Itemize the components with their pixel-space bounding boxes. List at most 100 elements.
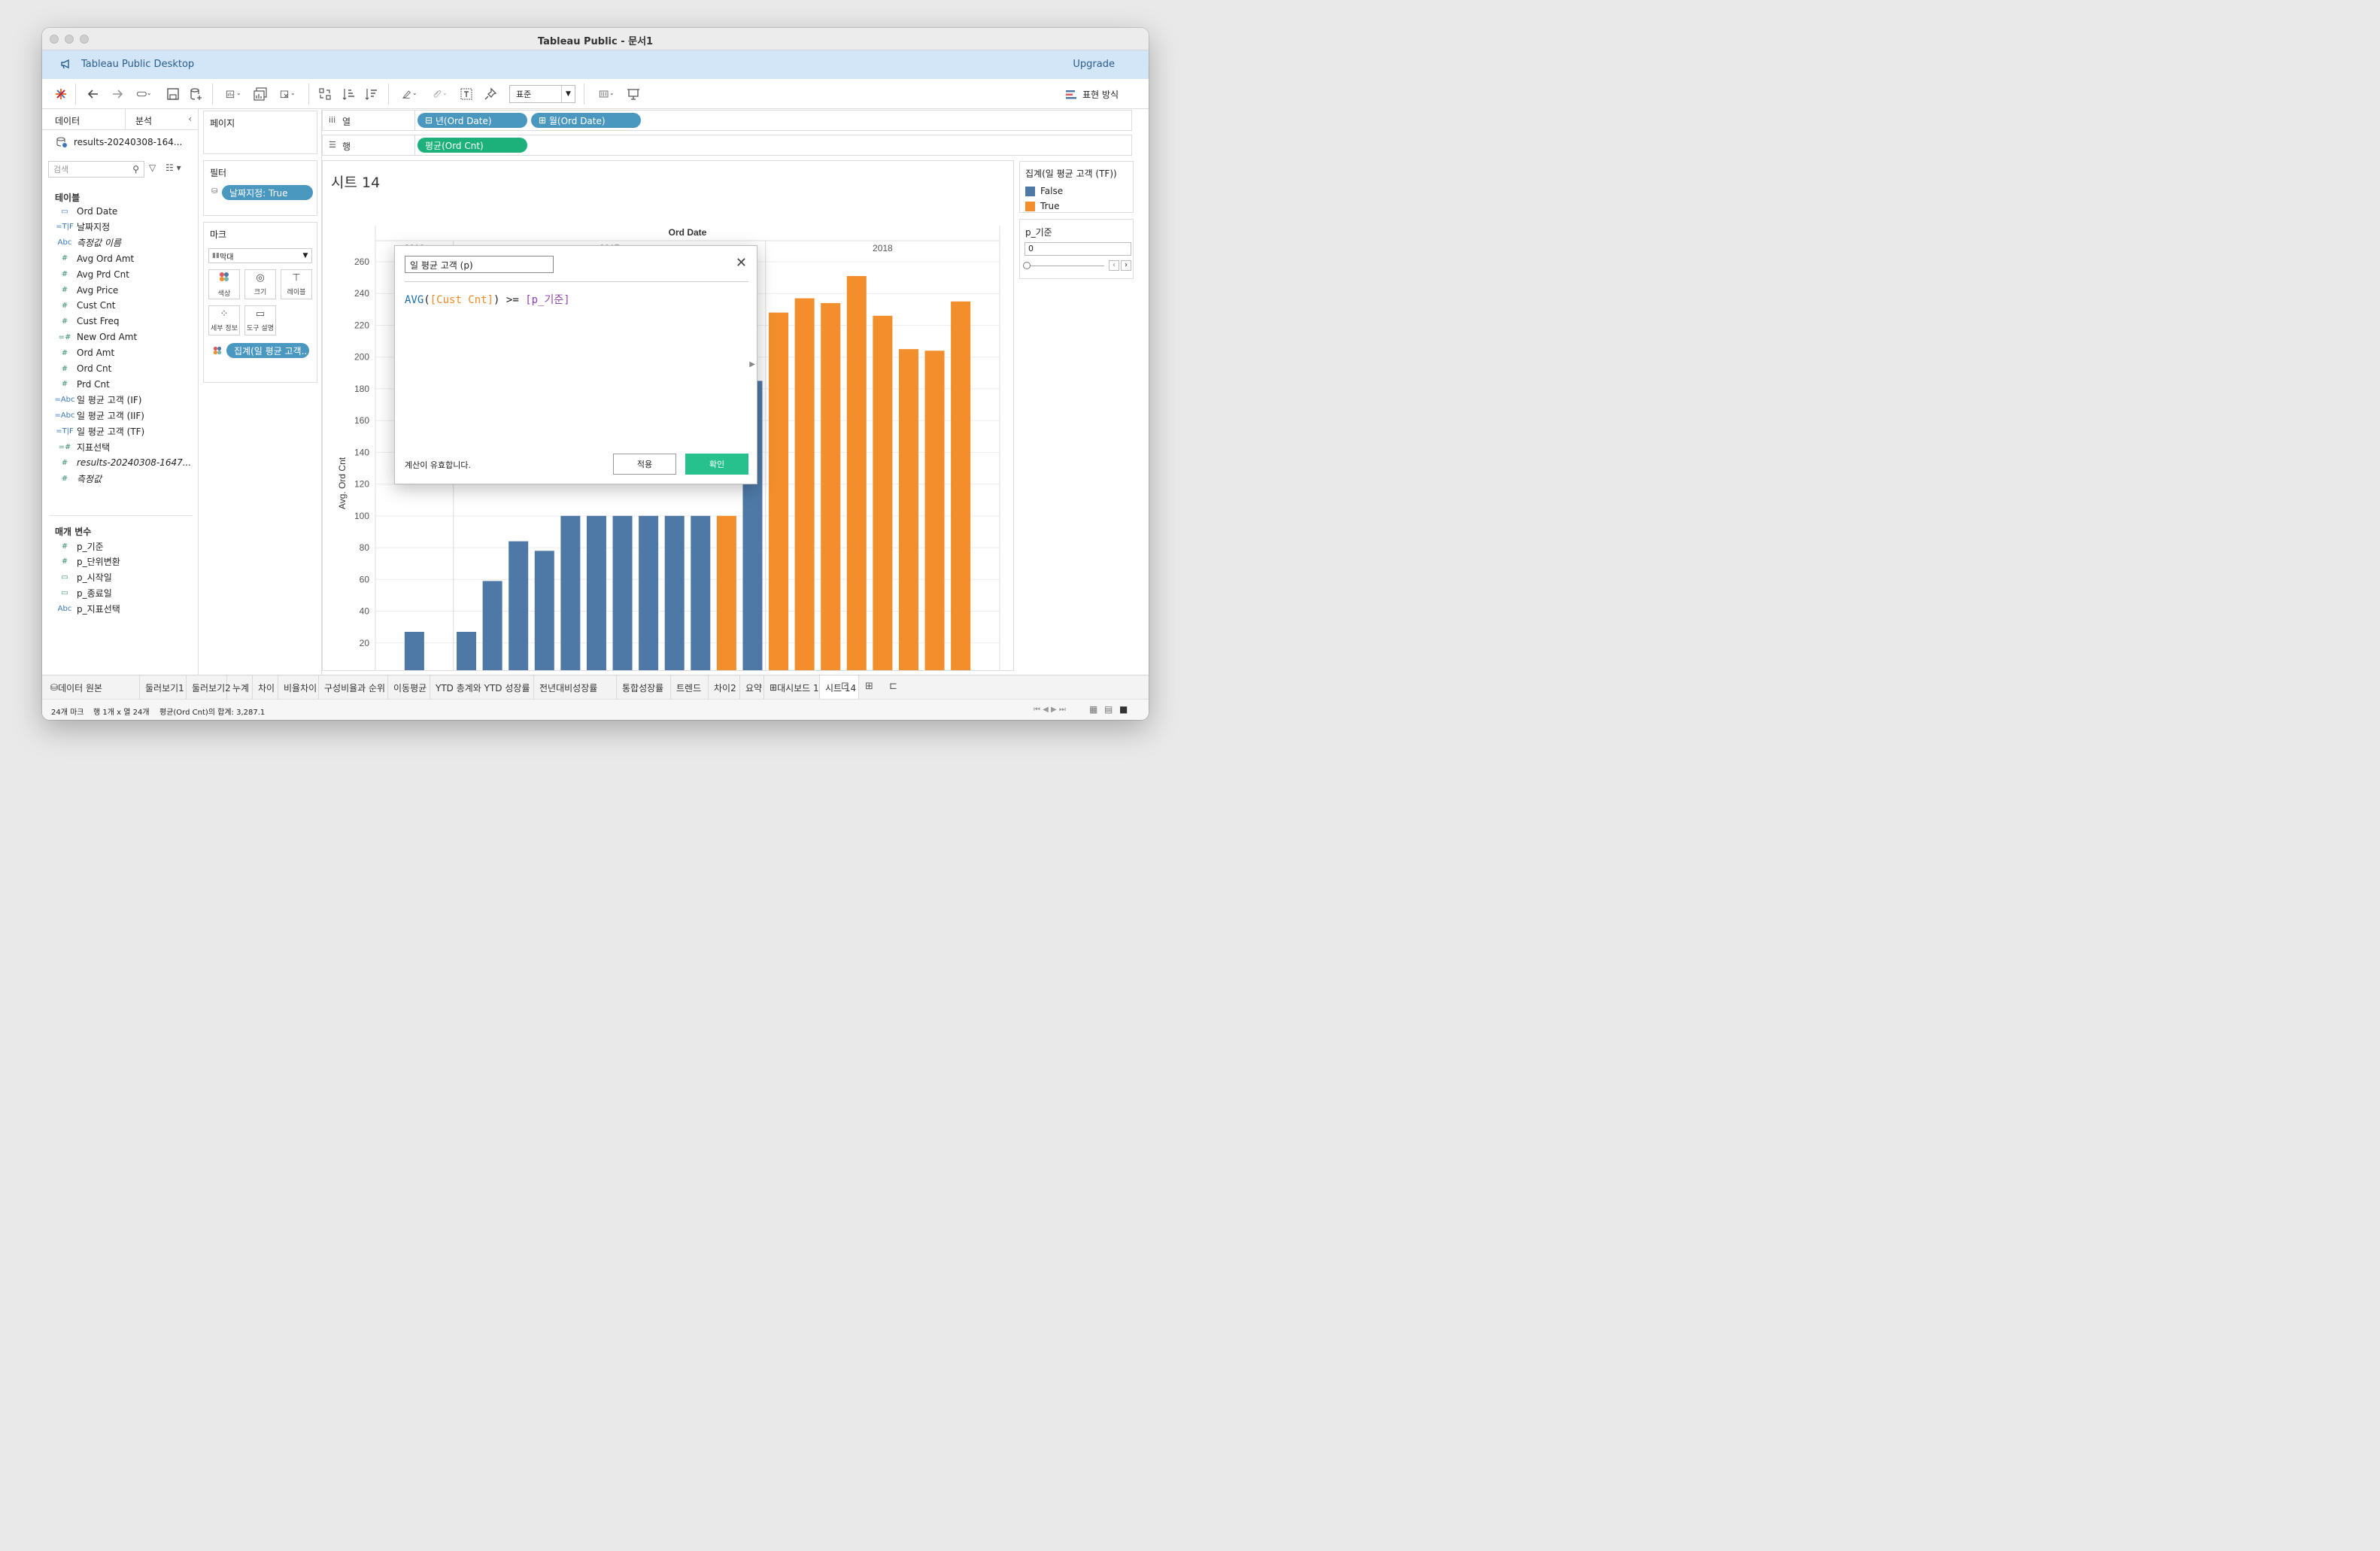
field-item[interactable]: Abc 측정값 이름 xyxy=(53,235,196,250)
show-mark-labels-icon[interactable] xyxy=(457,85,475,103)
color-pill[interactable]: 집계(일 평균 고객.. xyxy=(226,343,309,358)
redo-icon[interactable] xyxy=(108,85,126,103)
sheet-tab[interactable]: 구성비율과 순위 xyxy=(319,675,388,700)
field-item[interactable]: # Avg Price xyxy=(53,283,196,298)
field-item[interactable]: =# New Ord Amt xyxy=(53,329,196,344)
label-button[interactable]: ⊤ 레이블 xyxy=(281,269,312,299)
filmstrip-view-icon[interactable]: ■ xyxy=(1119,704,1128,715)
apply-button[interactable]: 적용 xyxy=(613,454,676,475)
sheet-tab[interactable]: ⛁ 데이터 원본 xyxy=(42,675,140,700)
sheet-tab[interactable]: 둘러보기2 xyxy=(187,675,231,700)
calc-name-input[interactable]: 일 평균 고객 (p) xyxy=(405,256,554,273)
minimize-window-button[interactable] xyxy=(65,35,74,44)
new-dashboard-icon[interactable]: ⊞ xyxy=(865,681,873,692)
duplicate-sheet-icon[interactable] xyxy=(251,85,269,103)
tooltip-button[interactable]: ▭ 도구 설명 xyxy=(244,305,276,335)
fit-select[interactable]: 표준 ▼ xyxy=(509,85,575,103)
bar[interactable] xyxy=(924,351,945,670)
sheet-tab[interactable]: ⊞ 대시보드 1 xyxy=(764,675,820,700)
bar[interactable] xyxy=(873,315,893,670)
expand-functions-icon[interactable]: ▶ xyxy=(749,360,755,369)
sheet-tab[interactable]: 시트 14 xyxy=(820,675,859,700)
column-pill-month[interactable]: ⊞ 월(Ord Date) xyxy=(531,113,641,128)
param-item[interactable]: ▭ p_시작일 xyxy=(53,570,196,585)
param-slider-thumb[interactable] xyxy=(1023,262,1031,269)
param-item[interactable]: ▭ p_종료일 xyxy=(53,586,196,601)
color-button[interactable]: 색상 xyxy=(208,269,240,299)
grid-view-icon[interactable]: ▦ xyxy=(1089,704,1098,715)
bar[interactable] xyxy=(794,298,815,670)
field-item[interactable]: # results-20240308-1647... xyxy=(53,455,196,470)
size-button[interactable]: ◎ 크기 xyxy=(244,269,276,299)
param-item[interactable]: # p_단위변환 xyxy=(53,554,196,569)
collapse-pane-icon[interactable]: ‹ xyxy=(188,114,192,124)
close-icon[interactable]: ✕ xyxy=(735,255,747,271)
field-item[interactable]: # Prd Cnt xyxy=(53,377,196,392)
tab-data[interactable]: 데이터 xyxy=(55,116,80,126)
sort-ascending-icon[interactable] xyxy=(340,85,358,103)
row-pill[interactable]: 평균(Ord Cnt) xyxy=(417,138,527,153)
upgrade-link[interactable]: Upgrade xyxy=(1073,59,1115,70)
list-view-icon[interactable]: ▤ xyxy=(1104,704,1113,715)
param-next-button[interactable]: › xyxy=(1121,260,1131,271)
field-item[interactable]: # Ord Amt xyxy=(53,345,196,360)
param-value-input[interactable]: 0 xyxy=(1025,242,1131,256)
ok-button[interactable]: 확인 xyxy=(685,454,748,475)
columns-shelf[interactable]: iii 열 ⊟ 년(Ord Date) ⊞ 월(Ord Date) xyxy=(322,110,1132,131)
field-item[interactable]: =T|F 일 평균 고객 (TF) xyxy=(53,424,196,439)
tab-analysis[interactable]: 분석 xyxy=(135,116,153,126)
field-item[interactable]: # Avg Prd Cnt xyxy=(53,267,196,282)
sheet-tab[interactable]: 차이 xyxy=(253,675,278,700)
bar[interactable] xyxy=(457,631,477,670)
field-item[interactable]: # Cust Cnt xyxy=(53,298,196,313)
sheet-tab[interactable]: 둘러보기1 xyxy=(140,675,187,700)
bar[interactable] xyxy=(664,515,685,670)
field-item[interactable]: # Avg Ord Amt xyxy=(53,251,196,266)
bar[interactable] xyxy=(482,581,502,670)
field-item[interactable]: ▭ Ord Date xyxy=(53,204,196,219)
view-list-icon[interactable]: ☷ ▾ xyxy=(165,162,181,173)
bar[interactable] xyxy=(769,312,789,670)
field-item[interactable]: =# 지표선택 xyxy=(53,440,196,455)
field-item[interactable]: # Cust Freq xyxy=(53,314,196,329)
sheet-tab[interactable]: 차이2 xyxy=(709,675,740,700)
legend-item-false[interactable]: False xyxy=(1040,186,1064,196)
datasource-item[interactable]: results-20240308-164... xyxy=(56,136,182,148)
bar[interactable] xyxy=(898,349,918,670)
field-item[interactable]: # Ord Cnt xyxy=(53,361,196,376)
swap-rows-columns-icon[interactable] xyxy=(316,85,334,103)
bar[interactable] xyxy=(586,515,606,670)
sheet-tab[interactable]: 이동평균 xyxy=(388,675,430,700)
field-item[interactable]: =Abc 일 평균 고객 (IF) xyxy=(53,393,196,408)
pages-card[interactable]: 페이지 xyxy=(203,111,317,154)
legend-item-true[interactable]: True xyxy=(1040,201,1060,211)
sheet-tab[interactable]: 통합성장률 xyxy=(617,675,671,700)
new-worksheet-icon[interactable]: ⊡ xyxy=(841,681,849,692)
sheet-tab[interactable]: 전년대비성장률 xyxy=(534,675,617,700)
sheet-tab[interactable]: 요약 xyxy=(740,675,764,700)
color-legend[interactable]: 집계(일 평균 고객 (TF)) False True xyxy=(1019,161,1134,213)
field-item[interactable]: =T|F 날짜지정 xyxy=(53,220,196,235)
highlight-icon[interactable] xyxy=(396,85,423,103)
new-datasource-icon[interactable] xyxy=(187,85,205,103)
sheet-tab[interactable]: YTD 총계와 YTD 성장률 xyxy=(430,675,534,700)
show-cards-icon[interactable] xyxy=(593,85,620,103)
new-story-icon[interactable]: ⊏ xyxy=(889,681,897,692)
bar[interactable] xyxy=(508,541,529,670)
presentation-mode-icon[interactable] xyxy=(624,85,642,103)
undo-icon[interactable] xyxy=(84,85,102,103)
sheet-tab[interactable]: 트렌드 xyxy=(671,675,709,700)
new-sheet-icon[interactable] xyxy=(220,85,247,103)
field-item[interactable]: =Abc 일 평균 고객 (IIF) xyxy=(53,408,196,423)
filter-icon[interactable]: ▽ xyxy=(149,162,156,173)
zoom-window-button[interactable] xyxy=(80,35,89,44)
bar[interactable] xyxy=(691,515,711,670)
show-me-button[interactable]: 표현 방식 xyxy=(1066,88,1119,101)
pin-icon[interactable] xyxy=(481,85,499,103)
bar[interactable] xyxy=(534,551,554,670)
param-prev-button[interactable]: ‹ xyxy=(1109,260,1119,271)
field-item[interactable]: # 측정값 xyxy=(53,471,196,486)
sort-descending-icon[interactable] xyxy=(363,85,381,103)
tableau-logo-icon[interactable] xyxy=(53,85,69,103)
close-window-button[interactable] xyxy=(50,35,59,44)
